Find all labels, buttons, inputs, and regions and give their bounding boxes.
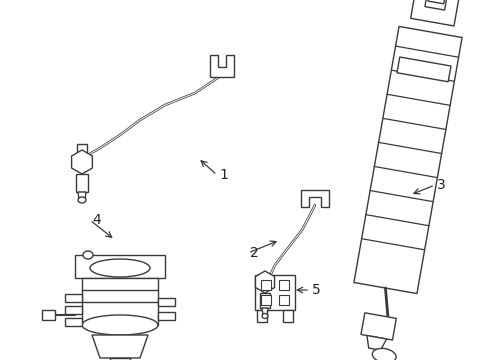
Ellipse shape <box>371 348 395 360</box>
Polygon shape <box>279 295 288 305</box>
Ellipse shape <box>83 251 93 259</box>
Polygon shape <box>77 144 87 157</box>
Polygon shape <box>209 55 234 77</box>
Polygon shape <box>396 57 450 82</box>
Polygon shape <box>158 312 175 320</box>
Ellipse shape <box>262 314 267 319</box>
Polygon shape <box>255 271 274 293</box>
Polygon shape <box>260 293 269 308</box>
Polygon shape <box>353 26 461 294</box>
Text: 3: 3 <box>436 178 445 192</box>
Polygon shape <box>78 192 86 200</box>
Polygon shape <box>424 0 447 10</box>
Polygon shape <box>262 308 267 315</box>
Polygon shape <box>410 0 460 26</box>
Ellipse shape <box>78 197 86 203</box>
Polygon shape <box>283 310 292 322</box>
Polygon shape <box>257 310 266 322</box>
Polygon shape <box>65 306 82 314</box>
Polygon shape <box>427 0 445 4</box>
Polygon shape <box>82 278 158 325</box>
Polygon shape <box>254 275 294 310</box>
Polygon shape <box>92 335 148 358</box>
Polygon shape <box>65 294 82 302</box>
Polygon shape <box>110 358 130 360</box>
Polygon shape <box>360 313 395 340</box>
Polygon shape <box>158 298 175 306</box>
Polygon shape <box>65 318 82 326</box>
Ellipse shape <box>82 315 158 335</box>
Polygon shape <box>261 280 270 290</box>
Polygon shape <box>279 280 288 290</box>
Ellipse shape <box>90 259 150 277</box>
Text: 2: 2 <box>249 246 258 260</box>
Polygon shape <box>261 295 270 305</box>
Polygon shape <box>71 150 92 174</box>
Text: 1: 1 <box>219 168 227 182</box>
Polygon shape <box>76 174 88 192</box>
Text: 4: 4 <box>92 213 101 227</box>
Polygon shape <box>366 336 386 350</box>
Polygon shape <box>75 255 164 278</box>
Polygon shape <box>301 190 328 207</box>
Polygon shape <box>42 310 55 320</box>
Text: 5: 5 <box>311 283 320 297</box>
